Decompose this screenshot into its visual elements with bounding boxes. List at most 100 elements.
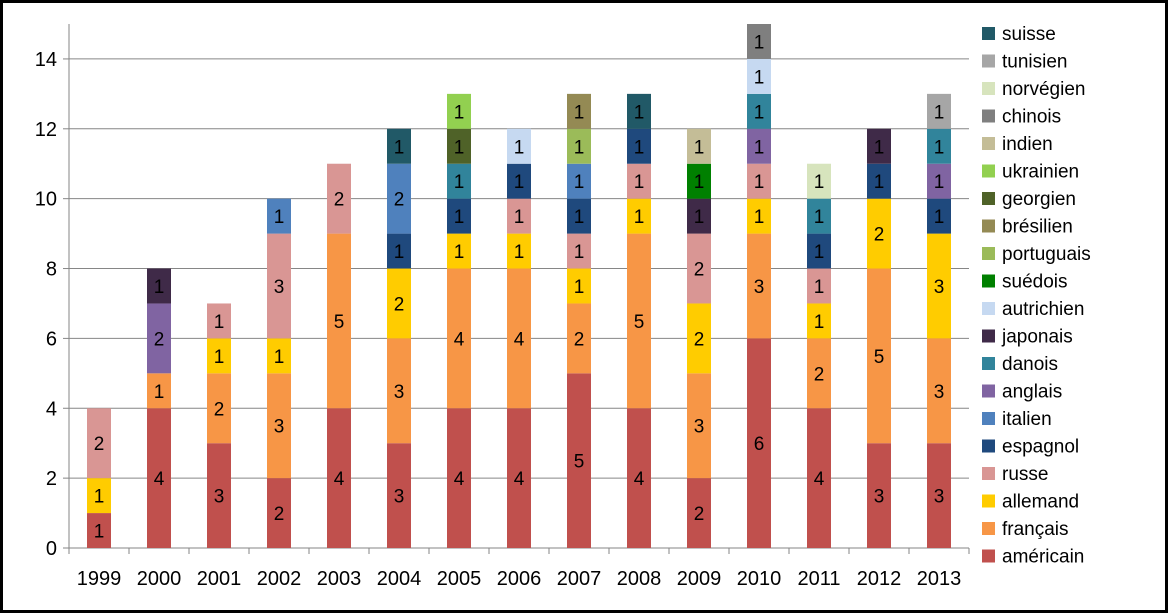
legend-swatch [982,247,995,260]
legend-item-norvegien: norvégien [982,79,1085,100]
bar-segment-russe-2009 [687,233,711,304]
data-label: 1 [574,102,585,123]
bar-segment-francais-2012 [867,268,891,444]
legend-item-autrichien: autrichien [982,299,1084,320]
bars: 1 1 2 4 1 2 1 3 2 1 1 2 3 1 3 1 4 5 2 3 3 2 1 2 1 4 4 1 1 1 1 1 4 4 1 1 1 1 5 2… [87,24,951,548]
bar-stack-2002: 2 3 1 3 1 [267,198,291,548]
data-label: 1 [454,242,465,263]
legend-label: américain [1002,547,1084,568]
bar-stack-2011: 4 2 1 1 1 1 1 [807,163,831,548]
data-label: 1 [574,207,585,228]
data-label: 1 [874,172,885,193]
legend-label: norvégien [1002,79,1085,100]
data-label: 1 [634,137,645,158]
data-label: 2 [694,260,705,281]
data-label: 1 [514,242,525,263]
bar-segment-francais-2000 [147,373,171,409]
x-tick-label: 2010 [737,568,782,590]
legend-item-ukrainien: ukrainien [982,162,1079,183]
legend-label: tunisien [1002,52,1068,73]
legend-label: ukrainien [1002,162,1079,183]
y-tick-label: 12 [35,119,57,141]
bar-segment-francais-2004 [387,338,411,444]
legend-label: brésilien [1002,217,1073,238]
x-tick-label: 2002 [257,568,302,590]
bar-segment-russe-2007 [567,233,591,269]
data-label: 1 [454,102,465,123]
x-tick-label: 2008 [617,568,662,590]
data-label: 1 [754,102,765,123]
x-tick-label: 2007 [557,568,602,590]
legend-item-chinois: chinois [982,107,1061,128]
bar-stack-2004: 3 3 2 1 2 1 [387,128,411,548]
bar-segment-chinois-2010 [747,24,771,59]
data-label: 1 [574,172,585,193]
bar-segment-autrichien-2010 [747,58,771,94]
bar-segment-francais-2003 [327,233,351,409]
bar-segment-russe-2002 [267,233,291,339]
data-label: 4 [154,469,165,490]
legend-label: espagnol [1002,437,1079,458]
bar-segment-espagnol-2011 [807,233,831,269]
legend-swatch [982,137,995,150]
data-label: 1 [94,522,105,543]
legend-swatch [982,302,995,315]
legend-swatch [982,27,995,40]
bar-segment-japonais-2009 [687,198,711,234]
legend-swatch [982,357,995,370]
legend-label: russe [1002,464,1048,485]
data-label: 2 [574,329,585,350]
bar-segment-americain-2013 [927,443,951,548]
x-tick-label: 2006 [497,568,542,590]
legend-swatch [982,494,995,508]
legend-item-bresilien: brésilien [982,217,1073,238]
bar-segment-francais-2011 [807,338,831,409]
legend-swatch [982,54,995,68]
data-label: 1 [394,242,405,263]
bar-segment-bresilien-2007 [567,93,591,129]
x-tick-label: 2001 [197,568,242,590]
legend-item-espagnol: espagnol [982,437,1079,458]
legend-item-italien: italien [982,409,1052,430]
data-label: 1 [754,207,765,228]
data-label: 1 [634,102,645,123]
data-label: 5 [574,452,585,473]
bar-segment-anglais-2013 [927,163,951,199]
x-tick-label: 2005 [437,568,482,590]
data-label: 2 [394,190,405,211]
data-label: 1 [754,32,765,53]
data-label: 1 [454,207,465,228]
data-label: 6 [754,434,765,455]
data-label: 1 [754,67,765,88]
data-label: 3 [394,487,405,508]
legend-swatch [982,467,995,480]
legend-label: autrichien [1002,299,1084,320]
bar-segment-danois-2011 [807,198,831,234]
bar-segment-allemand-2010 [747,198,771,234]
bar-stack-2006: 4 4 1 1 1 1 [507,128,531,548]
bar-segment-americain-2008 [627,408,651,548]
bar-segment-japonais-2012 [867,128,891,164]
bar-segment-russe-2006 [507,198,531,234]
data-label: 1 [214,347,225,368]
bar-segment-danois-2005 [447,163,471,199]
legend: suisse tunisien norvégien chinois indien ukra… [982,24,1091,568]
data-label: 4 [514,469,525,490]
bar-segment-americain-1999 [87,513,111,548]
data-label: 1 [454,137,465,158]
bar-stack-2007: 5 2 1 1 1 1 1 1 [567,93,591,548]
legend-swatch [982,164,995,178]
x-tick-label: 2003 [317,568,362,590]
bar-segment-italien-2007 [567,163,591,199]
legend-swatch [982,439,995,453]
data-label: 5 [334,312,345,333]
data-label: 4 [514,329,525,350]
legend-item-russe: russe [982,464,1048,485]
legend-swatch [982,274,995,288]
x-tick-label: 2000 [137,568,182,590]
legend-swatch [982,219,995,233]
bar-segment-americain-2000 [147,408,171,548]
bar-segment-indien-2009 [687,128,711,164]
bar-segment-espagnol-2004 [387,233,411,269]
